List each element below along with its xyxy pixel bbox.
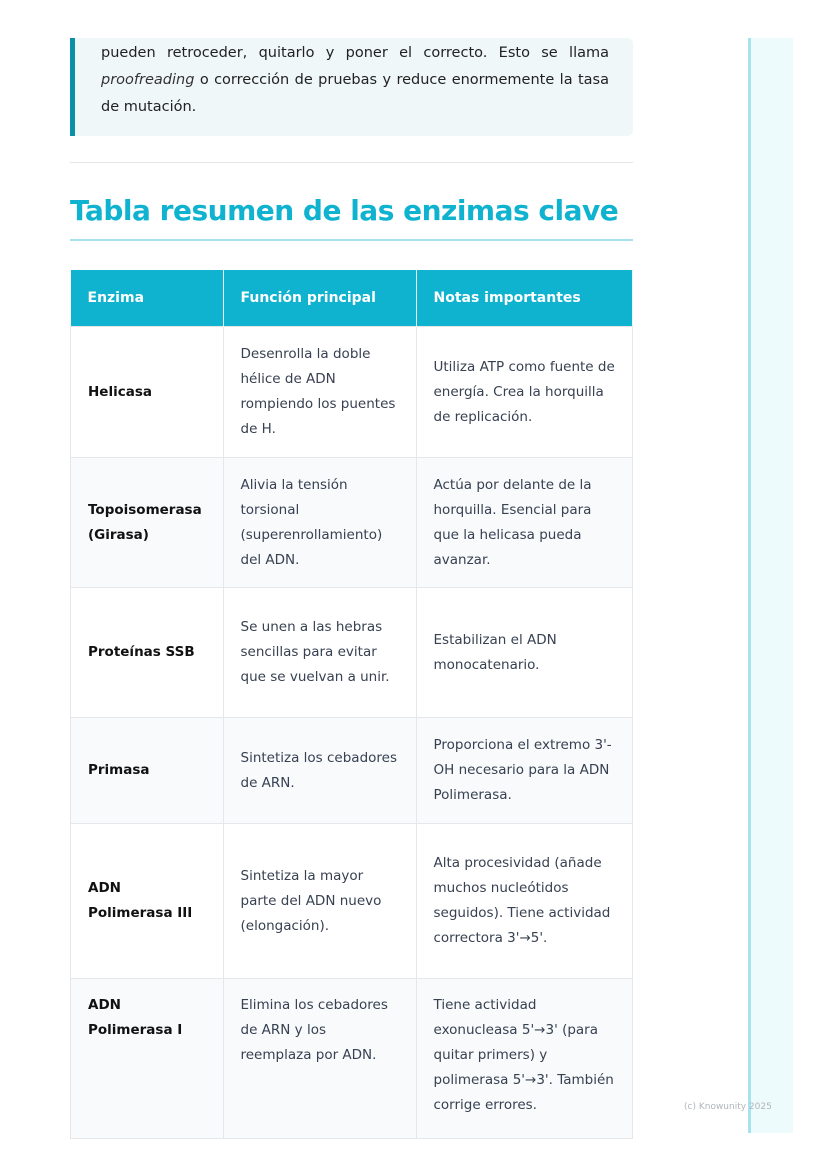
table-row: Topoisomerasa (Girasa) Alivia la tensión …: [70, 457, 633, 588]
header-enzima: Enzima: [70, 270, 224, 327]
table-row: Proteínas SSB Se unen a las hebras sencil…: [70, 587, 633, 718]
table-row: Helicasa Desenrolla la doble hélice de AD…: [70, 326, 633, 458]
cell-enzima: Proteínas SSB: [70, 587, 224, 718]
cell-funcion: Se unen a las hebras sencillas para evit…: [222, 587, 417, 718]
section-heading: Tabla resumen de las enzimas clave: [70, 194, 633, 241]
side-panel: [748, 38, 793, 1133]
callout-italic: proofreading: [101, 72, 195, 88]
callout-text-2: o corrección de pruebas y reduce enormem…: [101, 72, 609, 115]
enzyme-table: Enzima Función principal Notas important…: [70, 270, 633, 1139]
cell-funcion: Sintetiza la mayor parte del ADN nuevo (…: [222, 823, 417, 979]
cell-notas: Proporciona el extremo 3'-OH necesario p…: [415, 717, 633, 824]
cell-enzima: Primasa: [70, 717, 224, 824]
cell-enzima: Topoisomerasa (Girasa): [70, 457, 224, 588]
cell-enzima: ADN Polimerasa I: [70, 978, 224, 1139]
header-funcion: Función principal: [223, 270, 417, 327]
cell-enzima: ADN Polimerasa III: [70, 823, 224, 979]
cell-notas: Tiene actividad exonucleasa 5'→3' (para …: [415, 978, 633, 1139]
cell-funcion: Alivia la tensión torsional (superenroll…: [222, 457, 417, 588]
header-notas: Notas importantes: [416, 270, 633, 327]
table-header-row: Enzima Función principal Notas important…: [70, 270, 633, 327]
cell-notas: Utiliza ATP como fuente de energía. Crea…: [415, 326, 633, 458]
cell-funcion: Sintetiza los cebadores de ARN.: [222, 717, 417, 824]
cell-enzima: Helicasa: [70, 326, 224, 458]
callout-text-1: pueden retroceder, quitarlo y poner el c…: [101, 45, 609, 61]
table-row: ADN Polimerasa I Elimina los cebadores de…: [70, 978, 633, 1139]
table-row: ADN Polimerasa III Sintetiza la mayor par…: [70, 823, 633, 979]
table-row: Primasa Sintetiza los cebadores de ARN. Pr…: [70, 717, 633, 824]
copyright: (c) Knowunity 2025: [684, 1102, 772, 1112]
cell-funcion: Desenrolla la doble hélice de ADN rompie…: [222, 326, 417, 458]
cell-notas: Estabilizan el ADN monocatenario.: [415, 587, 633, 718]
cell-funcion: Elimina los cebadores de ARN y los reemp…: [222, 978, 417, 1139]
callout-box: pueden retroceder, quitarlo y poner el c…: [70, 38, 633, 136]
cell-notas: Alta procesividad (añade muchos nucleóti…: [415, 823, 633, 979]
cell-notas: Actúa por delante de la horquilla. Esenc…: [415, 457, 633, 588]
divider: [70, 162, 633, 163]
